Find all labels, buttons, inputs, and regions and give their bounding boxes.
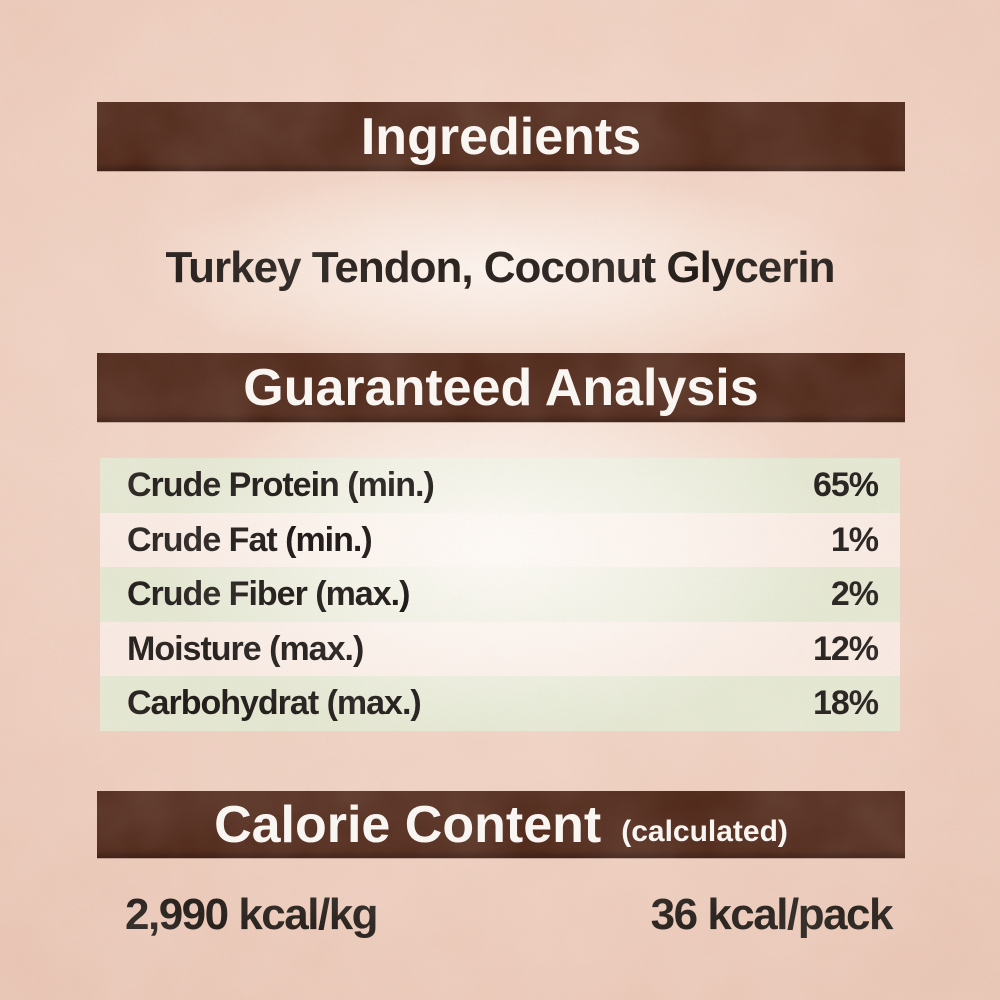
analysis-label: Moisture (max.) xyxy=(127,629,364,668)
analysis-row-crude-protein: Crude Protein (min.) 65% xyxy=(100,458,900,513)
guaranteed-analysis-header-bar: Guaranteed Analysis xyxy=(97,353,905,422)
calorie-values: 2,990 kcal/kg 36 kcal/pack xyxy=(0,893,1000,937)
ingredients-list: Turkey Tendon, Coconut Glycerin xyxy=(165,243,835,292)
kcal-per-kg: 2,990 kcal/kg xyxy=(125,890,379,939)
kcal-per-pack: 36 kcal/pack xyxy=(650,890,894,939)
ingredients-header-bar: Ingredients xyxy=(97,102,905,171)
analysis-value: 2% xyxy=(830,575,879,614)
analysis-value: 1% xyxy=(830,520,879,559)
calorie-header-bar: Calorie Content (calculated) xyxy=(97,791,905,858)
analysis-label: Crude Fat (min.) xyxy=(127,520,373,559)
analysis-value: 65% xyxy=(812,466,879,505)
analysis-value: 18% xyxy=(812,684,879,723)
analysis-value: 12% xyxy=(812,629,879,668)
analysis-label: Crude Protein (min.) xyxy=(127,466,435,505)
calorie-title: Calorie Content xyxy=(214,795,602,854)
calorie-subtitle: (calculated) xyxy=(621,814,788,848)
analysis-row-crude-fat: Crude Fat (min.) 1% xyxy=(100,513,900,568)
analysis-row-carbohydrat: Carbohydrat (max.) 18% xyxy=(100,676,900,731)
analysis-row-crude-fiber: Crude Fiber (max.) 2% xyxy=(100,567,900,622)
analysis-label: Carbohydrat (max.) xyxy=(127,684,422,723)
analysis-row-moisture: Moisture (max.) 12% xyxy=(100,622,900,677)
analysis-label: Crude Fiber (max.) xyxy=(127,575,410,614)
analysis-table: Crude Protein (min.) 65% Crude Fat (min.… xyxy=(100,458,900,731)
ingredients-title: Ingredients xyxy=(360,107,642,166)
guaranteed-analysis-title: Guaranteed Analysis xyxy=(243,358,759,417)
